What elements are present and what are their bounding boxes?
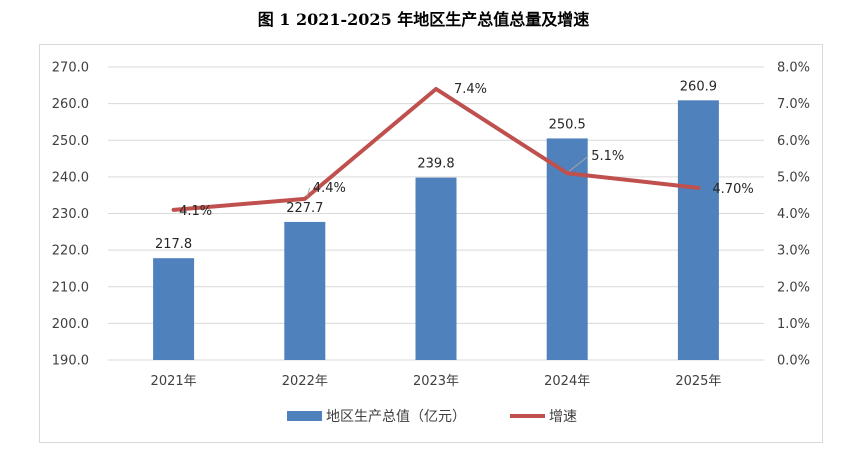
chart-frame <box>39 44 823 443</box>
bar <box>415 177 457 360</box>
bar <box>153 258 195 360</box>
bar-series <box>153 100 719 361</box>
y-right-tick-label: 2.0% <box>777 280 810 295</box>
label-leader-line <box>306 187 311 198</box>
line-value-label: 7.4% <box>454 82 487 97</box>
line-value-label: 5.1% <box>591 149 624 164</box>
y-left-tick-label: 250.0 <box>52 134 89 149</box>
label-leader-line <box>568 155 589 172</box>
chart-title: 图 1 2021-2025 年地区生产总值总量及增速 <box>257 10 590 29</box>
x-tick-label: 2024年 <box>544 374 590 389</box>
y-right-tick-label: 1.0% <box>777 317 810 332</box>
growth-line <box>171 86 701 212</box>
line-value-label: 4.70% <box>712 182 753 197</box>
legend-bar-label: 地区生产总值（亿元） <box>326 409 466 425</box>
y-left-tick-label: 270.0 <box>52 61 89 76</box>
bar <box>284 221 326 360</box>
y-left-tick-label: 190.0 <box>52 354 89 369</box>
axis-tick-labels: 190.0 200.0 210.0 220.0 230.0 240.0 250.0 260.0… <box>52 61 810 390</box>
bar-value-label: 217.8 <box>155 237 192 252</box>
y-right-tick-label: 4.0% <box>777 207 810 222</box>
bar-value-label: 239.8 <box>417 157 454 172</box>
y-right-tick-label: 3.0% <box>777 244 810 259</box>
y-left-tick-label: 260.0 <box>52 97 89 112</box>
y-left-tick-label: 220.0 <box>52 244 89 259</box>
y-right-tick-label: 8.0% <box>777 61 810 76</box>
y-right-tick-label: 7.0% <box>777 97 810 112</box>
data-labels: 217.8 227.7 239.8 250.5 260.9 4.1% 4.4% 7.4% 5.1… <box>155 79 754 252</box>
x-tick-label: 2022年 <box>282 374 328 389</box>
legend-line-label: 增速 <box>549 409 577 425</box>
y-left-tick-label: 210.0 <box>52 280 89 295</box>
line-series <box>171 86 701 212</box>
legend-bar-swatch <box>287 411 322 421</box>
y-left-tick-label: 200.0 <box>52 317 89 332</box>
y-right-tick-label: 0.0% <box>777 354 810 369</box>
bar-value-label: 250.5 <box>549 117 586 132</box>
line-value-label: 4.4% <box>313 181 346 196</box>
bar-value-label: 227.7 <box>286 201 323 216</box>
legend: 地区生产总值（亿元） 增速 <box>287 409 577 425</box>
x-tick-label: 2025年 <box>675 374 721 389</box>
x-tick-label: 2023年 <box>413 374 459 389</box>
bar-value-label: 260.9 <box>680 79 717 94</box>
y-right-tick-label: 5.0% <box>777 170 810 185</box>
line-value-label: 4.1% <box>179 204 212 219</box>
y-left-tick-label: 230.0 <box>52 207 89 222</box>
y-left-tick-label: 240.0 <box>52 170 89 185</box>
x-tick-label: 2021年 <box>151 374 197 389</box>
y-right-tick-label: 6.0% <box>777 134 810 149</box>
bar <box>677 100 719 361</box>
